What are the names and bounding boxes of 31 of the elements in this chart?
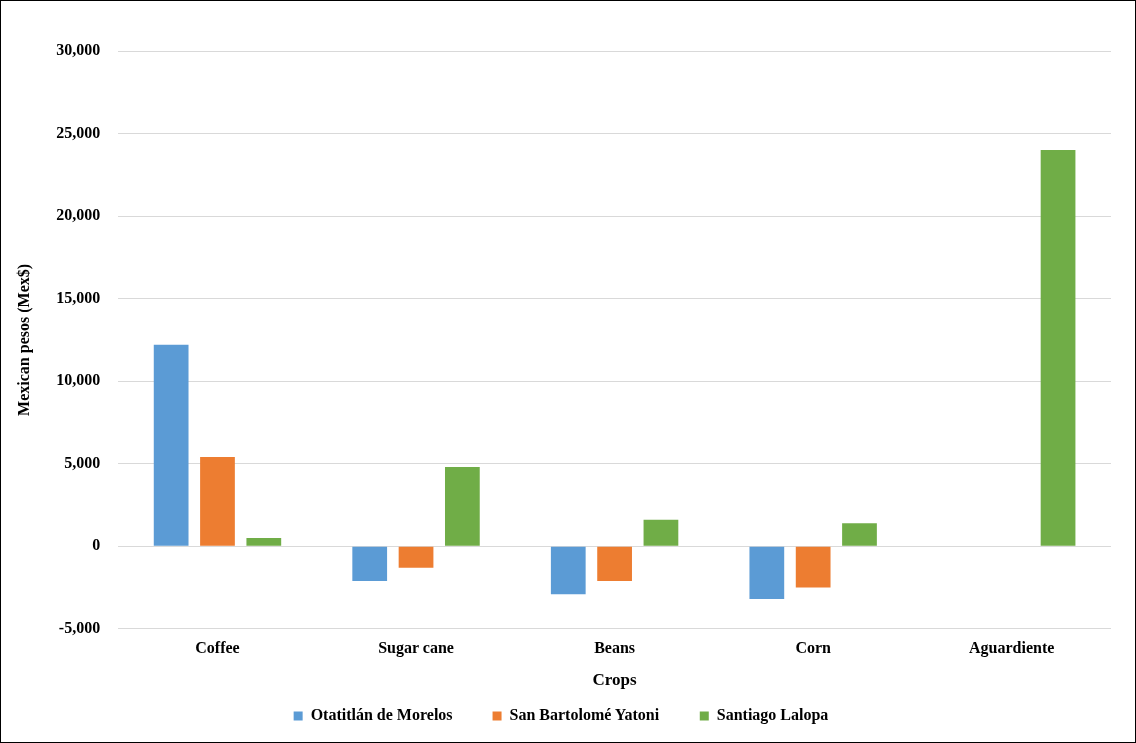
x-tick-label: Sugar cane [378, 638, 454, 657]
bar [153, 344, 189, 546]
y-tick-label: 0 [92, 536, 101, 554]
x-tick-label: Coffee [195, 638, 240, 656]
legend-label: Santiago Lalopa [716, 706, 829, 725]
bar [842, 523, 877, 546]
bar [550, 546, 586, 595]
bar [597, 546, 632, 581]
y-tick-label: 30,000 [56, 41, 101, 59]
y-tick-label: 5,000 [64, 453, 101, 471]
x-axis-title: Crops [592, 670, 638, 690]
y-tick-label: 10,000 [56, 371, 101, 389]
bar [1040, 150, 1076, 546]
bar [795, 546, 831, 588]
x-tick-label: Corn [795, 638, 832, 656]
bar [246, 538, 282, 546]
y-axis-title: Mexican pesos (Mex$) [14, 263, 33, 416]
y-tick-label: 25,000 [56, 123, 101, 141]
x-tick-label: Aguardiente [969, 638, 1055, 657]
legend-label: San Bartolomé Yatoni [509, 706, 660, 724]
y-tick-label: -5,000 [58, 618, 101, 636]
bar [643, 519, 679, 546]
bar [749, 546, 785, 600]
bar [352, 546, 388, 581]
legend-label: Otatitlán de Morelos [310, 706, 453, 724]
bar [200, 457, 235, 546]
bar [398, 546, 434, 568]
y-tick-label: 15,000 [56, 288, 101, 306]
x-tick-label: Beans [594, 638, 636, 656]
bar [445, 467, 480, 546]
y-tick-label: 20,000 [56, 206, 101, 224]
